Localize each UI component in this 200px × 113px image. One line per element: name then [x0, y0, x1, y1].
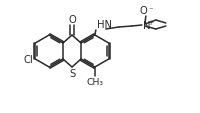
Text: Cl: Cl [24, 54, 33, 64]
Text: CH₃: CH₃ [86, 77, 103, 86]
Text: +: + [147, 20, 153, 26]
Text: HN: HN [97, 20, 112, 30]
Text: O: O [140, 6, 148, 16]
Text: N: N [143, 21, 150, 31]
Text: ⁻: ⁻ [149, 6, 153, 15]
Text: O: O [68, 15, 76, 25]
Text: S: S [69, 68, 75, 78]
